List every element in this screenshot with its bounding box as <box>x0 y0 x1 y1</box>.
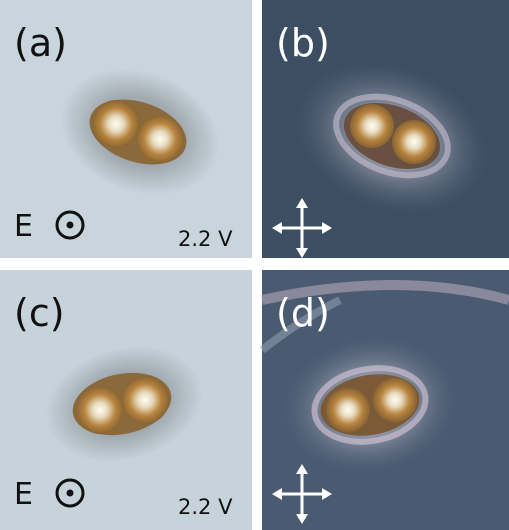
panel-label: (b) <box>276 21 330 65</box>
panel-b: (b) <box>262 0 509 258</box>
field-dot <box>67 490 74 497</box>
field-label: E <box>14 477 33 512</box>
panel-c: (c) E 2.2 V <box>0 270 252 530</box>
page: (a) E 2.2 V (b) (c) E 2.2 V <box>0 0 509 530</box>
figure: (a) E 2.2 V (b) (c) E 2.2 V <box>0 0 509 530</box>
voltage-label: 2.2 V <box>178 227 233 251</box>
panel-label: (a) <box>14 21 67 65</box>
voltage-label: 2.2 V <box>178 495 233 519</box>
panel-label: (c) <box>14 291 65 335</box>
panel-a: (a) E 2.2 V <box>0 0 252 258</box>
panel-label: (d) <box>276 291 330 335</box>
field-dot <box>67 222 74 229</box>
field-label: E <box>14 209 33 244</box>
panel-d: (d) <box>262 270 509 530</box>
